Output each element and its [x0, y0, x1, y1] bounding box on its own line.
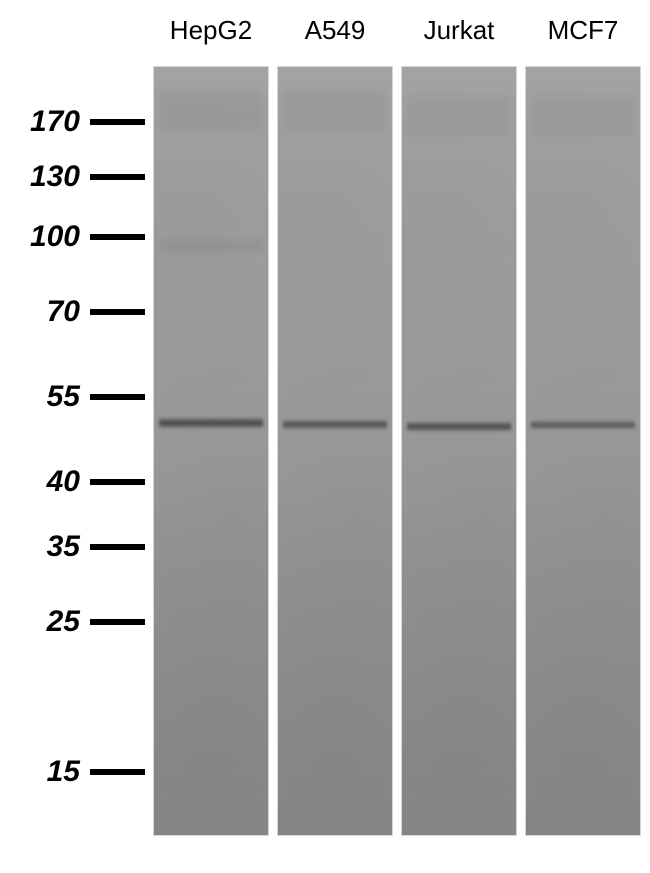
protein-band [407, 421, 512, 432]
marker-row: 130 [0, 160, 145, 194]
blot-lane [401, 66, 517, 836]
lane-background [278, 67, 392, 835]
marker-tick [90, 769, 145, 775]
marker-label: 35 [10, 530, 90, 564]
marker-tick [90, 479, 145, 485]
marker-tick [90, 119, 145, 125]
marker-row: 25 [0, 605, 145, 639]
blot-lane [277, 66, 393, 836]
marker-row: 100 [0, 220, 145, 254]
protein-band [159, 417, 264, 429]
lane-header: HepG2 [153, 15, 269, 46]
lane-smudge [283, 91, 388, 131]
marker-tick [90, 174, 145, 180]
lane-smudge [159, 241, 264, 251]
lane-smudge [159, 91, 264, 131]
marker-label: 130 [10, 160, 90, 194]
lane-smudge [531, 96, 636, 136]
blot-lane [153, 66, 269, 836]
marker-tick [90, 619, 145, 625]
marker-row: 40 [0, 465, 145, 499]
marker-tick [90, 234, 145, 240]
marker-label: 170 [10, 105, 90, 139]
lane-background [402, 67, 516, 835]
marker-row: 55 [0, 380, 145, 414]
protein-band [283, 419, 388, 430]
lane-background [154, 67, 268, 835]
marker-label: 25 [10, 605, 90, 639]
protein-band [531, 420, 636, 430]
marker-tick [90, 309, 145, 315]
marker-row: 70 [0, 295, 145, 329]
marker-label: 40 [10, 465, 90, 499]
marker-row: 35 [0, 530, 145, 564]
blot-lane [525, 66, 641, 836]
lane-header: A549 [277, 15, 393, 46]
lane-background [526, 67, 640, 835]
lane-smudge [407, 96, 512, 136]
marker-tick [90, 394, 145, 400]
blot-lanes-area: HepG2 A549 Jurkat MCF7 [148, 0, 648, 873]
molecular-weight-ladder: 170 130 100 70 55 40 35 25 15 [0, 0, 145, 873]
marker-row: 15 [0, 755, 145, 789]
marker-label: 100 [10, 220, 90, 254]
marker-label: 70 [10, 295, 90, 329]
marker-row: 170 [0, 105, 145, 139]
lane-header: Jurkat [401, 15, 517, 46]
marker-tick [90, 544, 145, 550]
marker-label: 55 [10, 380, 90, 414]
marker-label: 15 [10, 755, 90, 789]
lane-header: MCF7 [525, 15, 641, 46]
